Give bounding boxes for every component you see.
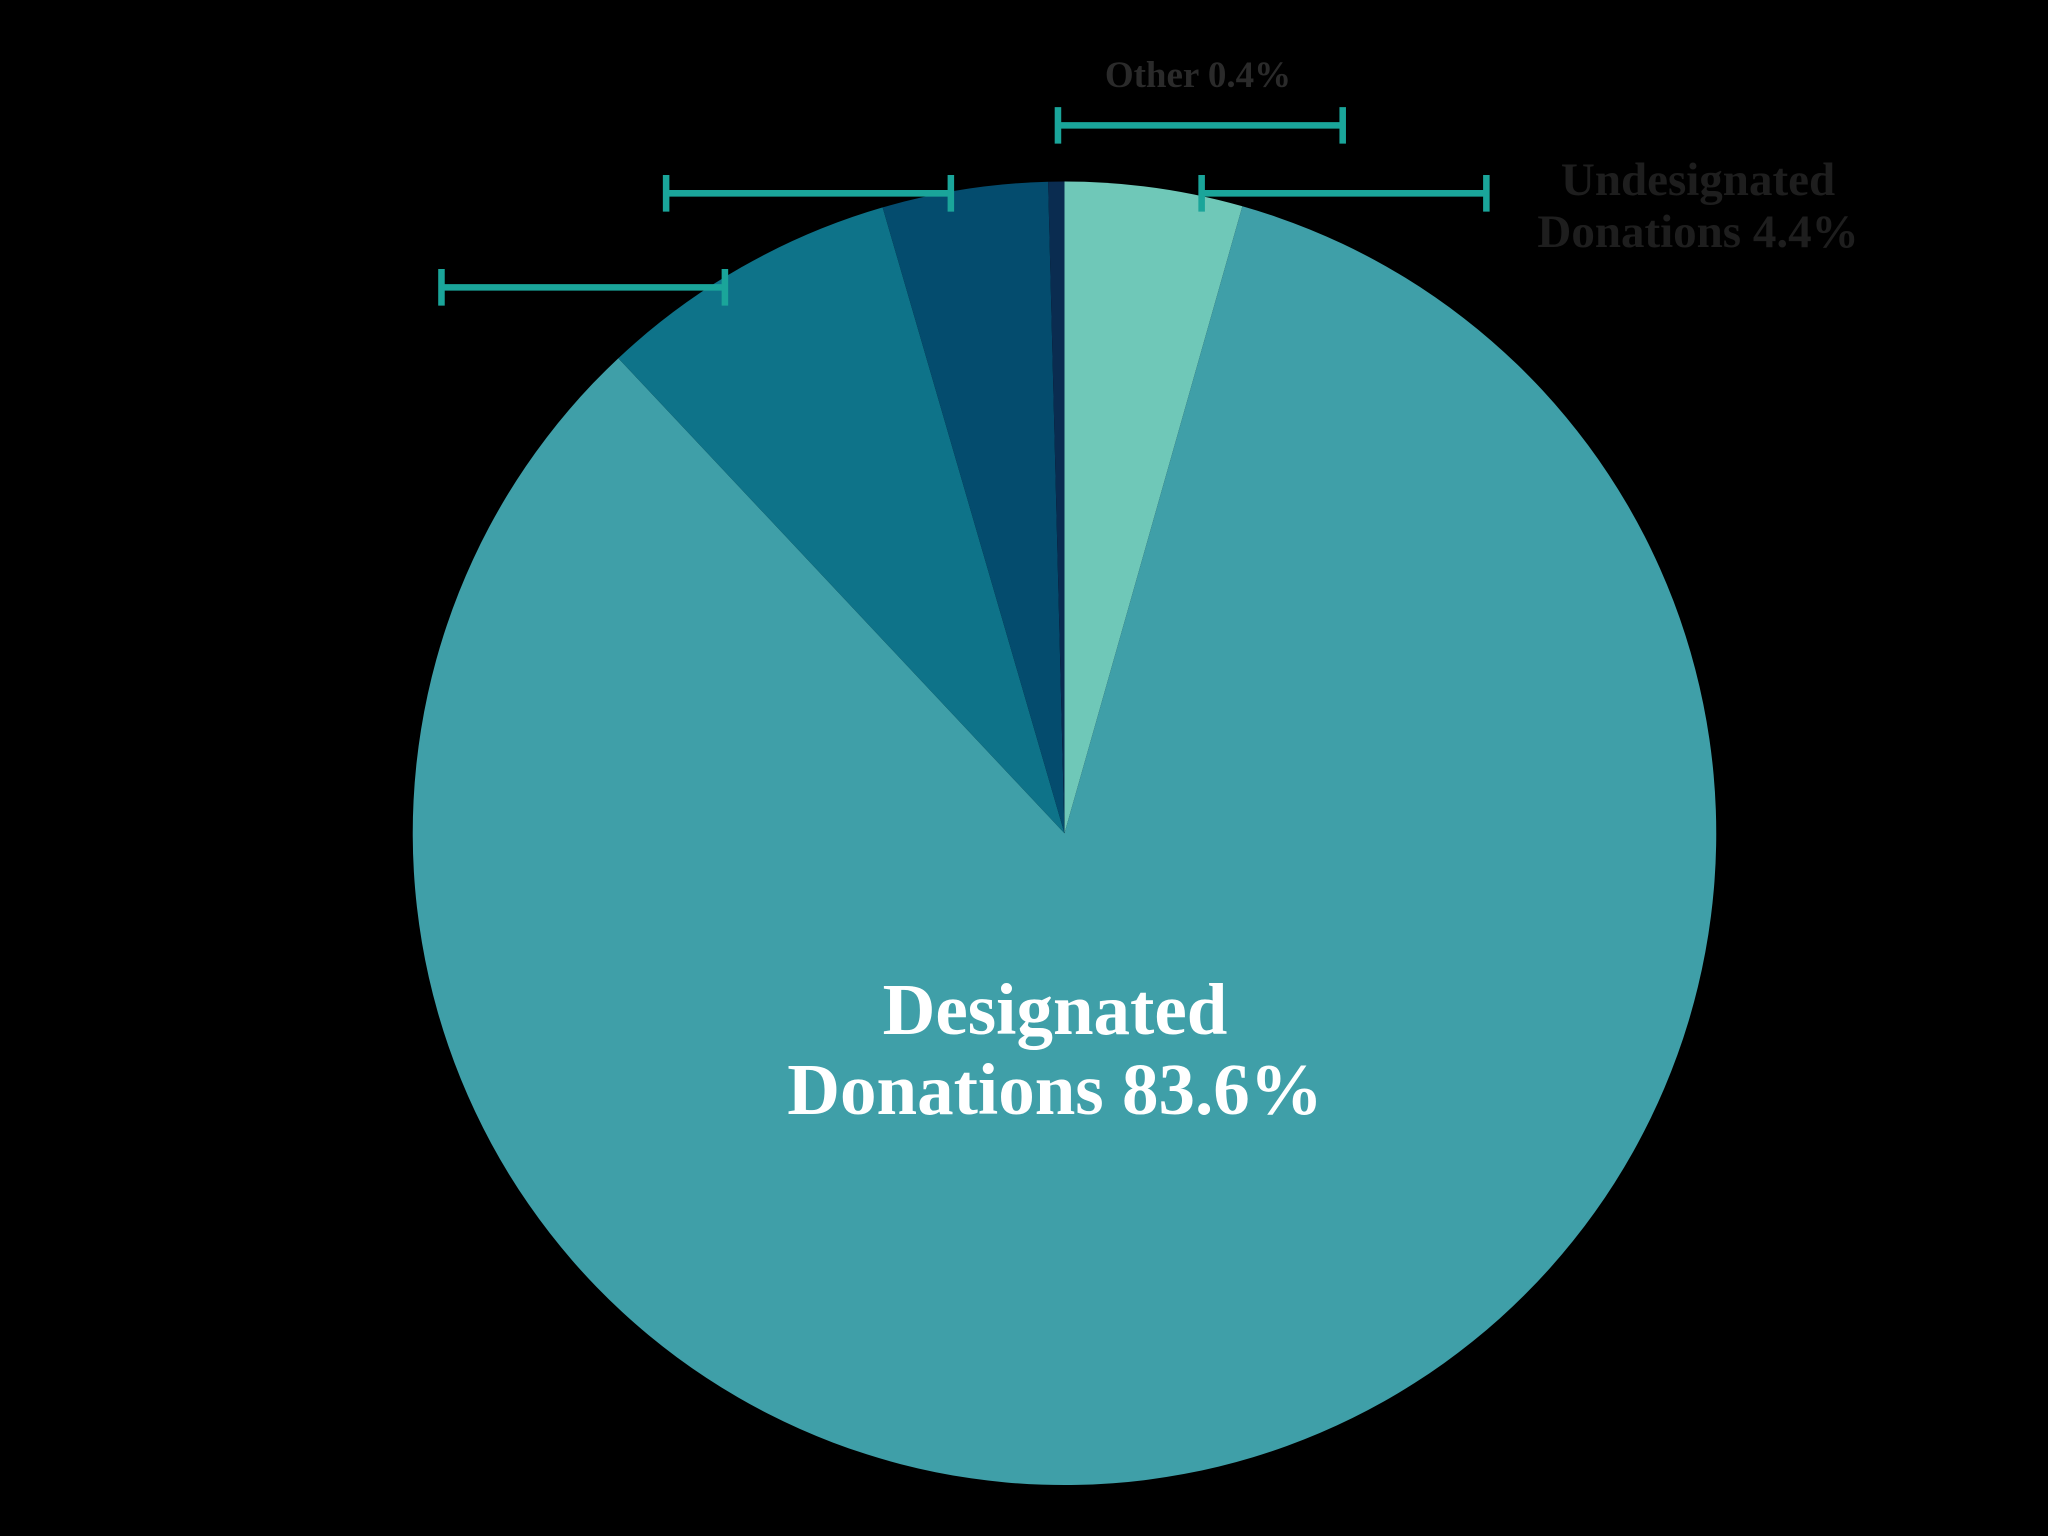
pie — [412, 181, 1717, 1486]
pie-slice — [1048, 181, 1065, 834]
pie-slice — [618, 207, 1065, 834]
leader-lines — [438, 107, 1490, 306]
pie-slice — [412, 206, 1717, 1486]
category-label: Other — [1104, 55, 1199, 96]
pie-slice — [882, 181, 1065, 834]
slice-label: Undesignated Donations 4.4% — [1498, 154, 1898, 258]
slice-label: Other 0.4% — [1048, 55, 1348, 97]
pie-slice — [1064, 181, 1243, 834]
category-label: Undesignated Donations — [1537, 154, 1836, 258]
value-label: 0.4% — [1207, 55, 1292, 96]
category-label: Designated Donations — [787, 969, 1228, 1131]
value-label: 4.4% — [1752, 205, 1859, 258]
value-label: 83.6% — [1121, 1049, 1323, 1131]
slice-label: Designated Donations 83.6% — [745, 969, 1365, 1131]
